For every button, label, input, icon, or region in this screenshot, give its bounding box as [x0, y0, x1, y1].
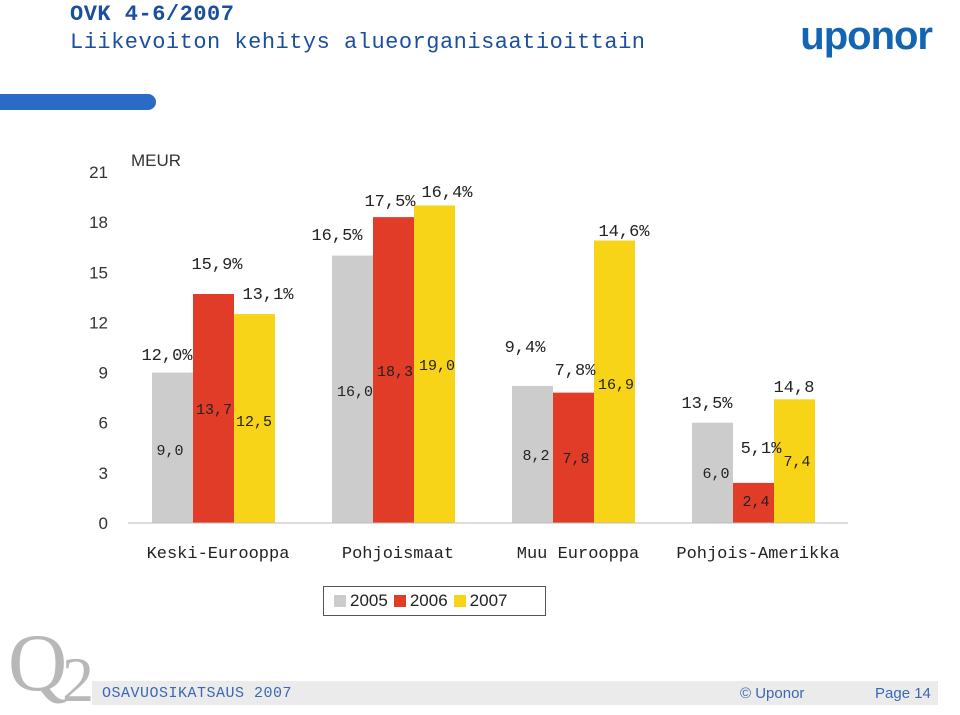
uponor-logo: uponor: [800, 14, 933, 58]
y-tick-label: 12: [89, 313, 108, 332]
q2-logo-number: 2: [62, 644, 94, 715]
legend-label-2007: 2007: [469, 591, 508, 610]
y-tick-label: 9: [99, 364, 108, 383]
legend-swatch-2005: [334, 595, 346, 607]
bar-2005-0: [152, 372, 193, 523]
margin-label-2007-0: 13,1%: [242, 286, 294, 305]
value-label-2007-3: 7,4: [783, 454, 810, 471]
value-label-2006-1: 18,3: [377, 364, 413, 381]
margin-label-2006-3: 5,1%: [741, 440, 783, 459]
bar-2006-0: [193, 294, 234, 523]
category-label-0: Keski-Eurooppa: [147, 545, 290, 564]
legend-label-2006: 2006: [409, 591, 448, 610]
margin-label-2006-0: 15,9%: [191, 256, 243, 275]
bar-2006-1: [373, 217, 414, 523]
margin-label-2005-1: 16,5%: [311, 227, 363, 246]
y-tick-label: 15: [89, 263, 108, 282]
bar-2007-1: [414, 205, 455, 523]
value-label-2006-2: 7,8: [562, 451, 589, 468]
legend-swatch-2006: [393, 595, 406, 607]
profit-bar-chart: 0 3 6 9 12 15 18 21 MEUR 9,0 12,0% 13,7 15,9% 12,5 13,…: [89, 151, 848, 564]
y-tick-label: 18: [89, 213, 108, 232]
y-tick-label: 3: [99, 464, 108, 483]
margin-label-2007-2: 14,6%: [598, 223, 650, 242]
value-label-2006-0: 13,7: [196, 402, 232, 419]
margin-label-2007-3: 14,8: [774, 379, 815, 398]
value-label-2005-2: 8,2: [522, 448, 549, 465]
chart-legend: 2005 2006 2007: [323, 586, 546, 616]
value-label-2007-2: 16,9: [598, 377, 634, 394]
margin-label-2006-2: 7,8%: [555, 362, 597, 381]
bar-2005-3: [692, 422, 733, 523]
y-tick-label: 6: [99, 414, 108, 433]
category-label-1: Pohjoismaat: [342, 545, 454, 564]
footer-page-number: Page 14: [875, 685, 931, 702]
margin-label-2005-2: 9,4%: [505, 339, 547, 358]
value-label-2005-1: 16,0: [337, 384, 373, 401]
margin-label-2007-1: 16,4%: [421, 184, 473, 203]
category-label-3: Pohjois-Amerikka: [676, 545, 839, 564]
legend-label-2005: 2005: [350, 591, 388, 610]
footer-report-title: OSAVUOSIKATSAUS 2007: [102, 685, 293, 702]
margin-label-2006-1: 17,5%: [364, 193, 416, 212]
bar-2007-3: [774, 399, 815, 523]
y-tick-label: 21: [89, 163, 108, 182]
value-label-2006-3: 2,4: [742, 494, 769, 511]
title-line2: Liikevoiton kehitys alueorganisaatioitta…: [70, 30, 646, 55]
margin-label-2005-0: 12,0%: [141, 347, 193, 366]
bar-2007-2: [594, 240, 635, 523]
category-label-2: Muu Eurooppa: [517, 545, 639, 564]
unit-label: MEUR: [131, 151, 181, 170]
value-label-2005-0: 9,0: [156, 443, 183, 460]
value-label-2007-1: 19,0: [419, 358, 455, 375]
bar-2005-2: [512, 385, 553, 523]
title-line1: OVK 4-6/2007: [70, 2, 235, 27]
footer-bar: OSAVUOSIKATSAUS 2007 © Uponor Page 14: [92, 681, 938, 705]
value-label-2007-0: 12,5: [236, 414, 272, 431]
header-accent-bar: [0, 94, 156, 110]
bar-2006-3: [733, 482, 774, 523]
value-label-2005-3: 6,0: [702, 466, 729, 483]
bar-2006-2: [553, 392, 594, 523]
margin-label-2005-3: 13,5%: [681, 395, 733, 414]
legend-swatch-2007: [453, 595, 466, 607]
bar-2005-1: [332, 255, 373, 524]
bar-2007-0: [234, 314, 275, 523]
q2-logo: Q 2: [8, 622, 94, 712]
footer-copyright: © Uponor: [740, 685, 805, 702]
y-tick-label: 0: [99, 514, 108, 533]
q2-logo-letter: Q: [8, 617, 68, 708]
